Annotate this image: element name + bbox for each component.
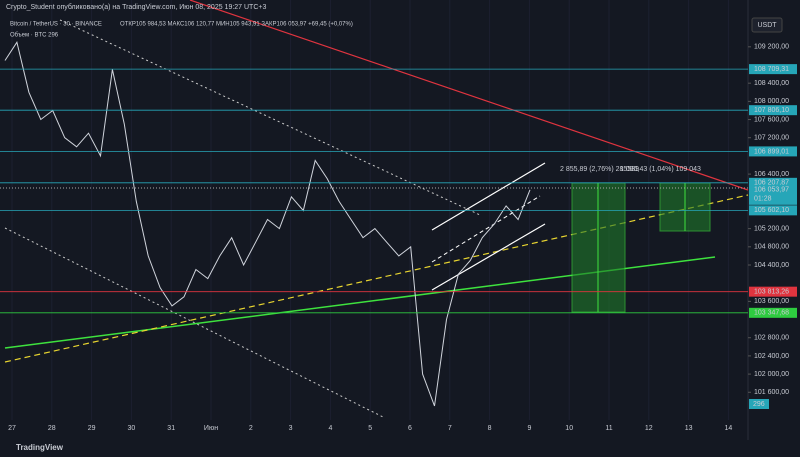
channel-line <box>431 195 541 263</box>
y-tick-label: 109 200,00 <box>754 44 789 51</box>
measure-label: 2 855,89 (2,76%) 285589 <box>560 166 639 173</box>
price-tag <box>749 205 797 216</box>
last-price-label: 106 053,97 <box>754 187 789 194</box>
y-tick-label: 107 200,00 <box>754 135 789 142</box>
trend-line <box>4 227 386 419</box>
price-tag-label: 106 899,01 <box>754 148 789 155</box>
y-tick-label: 101 600,00 <box>754 389 789 396</box>
date-label: 11 <box>605 425 612 432</box>
y-tick-label: 104 800,00 <box>754 244 789 251</box>
date-label: 7 <box>448 425 452 432</box>
price-tag <box>749 146 797 157</box>
price-line <box>4 41 531 407</box>
price <box>4 41 531 407</box>
trend-line <box>189 0 749 191</box>
channel-line <box>431 223 546 291</box>
date-label: Июн <box>204 425 218 432</box>
date-label: 28 <box>48 425 56 432</box>
date-label: 5 <box>368 425 372 432</box>
price-tag-label: 103 813,26 <box>754 289 789 296</box>
currency[interactable]: USDT <box>757 22 777 29</box>
price-tag <box>749 64 797 75</box>
y-tick-label: 108 400,00 <box>754 80 789 87</box>
date-label: 4 <box>328 425 332 432</box>
price-tag-label: 108 709,31 <box>754 66 789 73</box>
y-tick-label: 102 000,00 <box>754 371 789 378</box>
volume-tag-label: 296 <box>753 401 765 408</box>
price-tag <box>749 177 797 188</box>
date-label: 29 <box>88 425 96 432</box>
price-tag-label: 105 602,10 <box>754 207 789 214</box>
price-tag-label: 103 347,68 <box>754 310 789 317</box>
volume-label: Объем · BTC 296 <box>10 33 59 39</box>
date-label: 8 <box>488 425 492 432</box>
y-tick-label: 104 400,00 <box>754 262 789 269</box>
price-tag <box>749 105 797 116</box>
volume-tag <box>749 399 769 409</box>
date-label: 9 <box>527 425 531 432</box>
y-tick-label: 108 000,00 <box>754 98 789 105</box>
date-label: 30 <box>128 425 136 432</box>
date-label: 14 <box>725 425 733 432</box>
y-tick-label: 107 600,00 <box>754 116 789 123</box>
ohlc: ОТКР105 984,53 МАКС106 120,77 МИН105 943… <box>120 22 353 28</box>
date-label: 27 <box>8 425 16 432</box>
footer-logo: TradingView <box>16 443 64 452</box>
date-label: 6 <box>408 425 412 432</box>
y-tick-label: 105 200,00 <box>754 225 789 232</box>
measure-label: 1 090,43 (1,04%) 109 043 <box>620 166 701 173</box>
y-tick-label: 102 800,00 <box>754 335 789 342</box>
price-tag-label: 106 207,87 <box>754 180 789 187</box>
date-label: 12 <box>645 425 653 432</box>
date-label: 10 <box>565 425 573 432</box>
date-label: 3 <box>289 425 293 432</box>
date-label: 31 <box>167 425 175 432</box>
channel-line <box>431 162 546 231</box>
last-price-tag <box>749 184 797 205</box>
price-tag-label: 107 806,10 <box>754 107 789 114</box>
price-tags: 108 709,31 107 806,10 106 899,01 106 207,87… <box>0 64 797 409</box>
y-tick-label: 106 400,00 <box>754 171 789 178</box>
date-label: 2 <box>249 425 253 432</box>
author-line: Crypto_Student опубликовано(а) на Tradin… <box>6 3 266 11</box>
symbol: Bitcoin / TetherUS · 30 · BINANCE <box>10 22 102 28</box>
countdown: 01:28 <box>754 196 772 203</box>
y-tick-label: 102 400,00 <box>754 353 789 360</box>
y-tick-label: 103 600,00 <box>754 298 789 305</box>
price-tag <box>749 286 797 297</box>
date-label: 13 <box>685 425 693 432</box>
currency-button[interactable] <box>751 17 783 33</box>
price-tag <box>749 307 797 318</box>
